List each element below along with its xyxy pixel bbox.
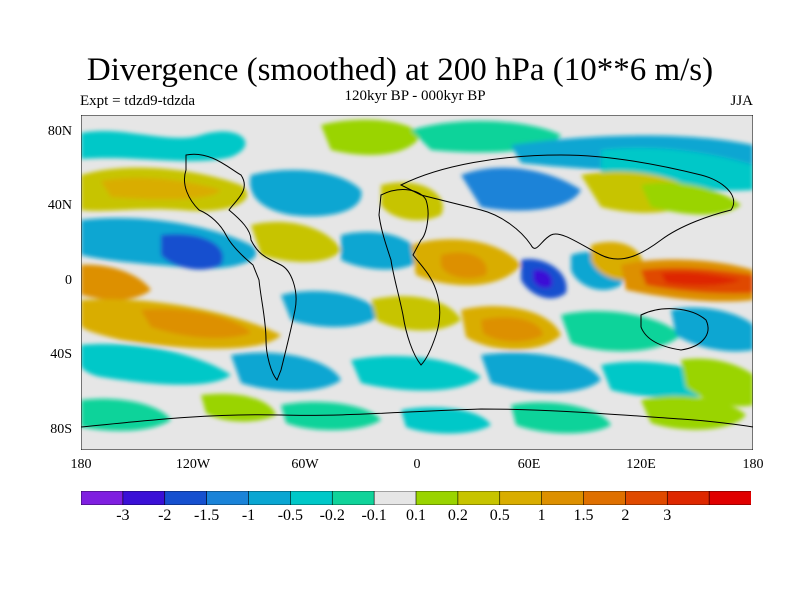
map-subtitle: 120kyr BP - 000kyr BP xyxy=(344,88,486,104)
experiment-label: Expt = tdzd9-tdzda xyxy=(80,93,196,109)
colorbar-swatch xyxy=(373,491,417,505)
x-label-60e: 60E xyxy=(517,457,541,472)
coastlines xyxy=(81,153,753,428)
colorbar-swatch xyxy=(541,491,585,505)
colorbar-swatch xyxy=(457,491,501,505)
colorbar-label: 0.5 xyxy=(489,507,510,524)
colorbar-label: -0.5 xyxy=(277,507,304,524)
colorbar-swatch xyxy=(625,491,669,505)
antarctica-coastline xyxy=(81,408,753,428)
x-label-180w: 180 xyxy=(70,457,92,472)
colorbar-swatch xyxy=(666,491,710,505)
colorbar-label: -2 xyxy=(158,507,172,524)
colorbar-swatch xyxy=(708,491,751,505)
divergence-map xyxy=(81,115,753,450)
colorbar-label: 1 xyxy=(537,507,546,524)
x-label-120e: 120E xyxy=(626,457,656,472)
y-label-80s: 80S xyxy=(50,422,72,437)
colorbar-swatch xyxy=(122,491,166,505)
colorbar-swatch xyxy=(81,491,124,505)
colorbar-swatch xyxy=(164,491,208,505)
colorbar-label: 3 xyxy=(663,507,672,524)
colorbar-label: 0.2 xyxy=(447,507,468,524)
colorbar-swatch xyxy=(331,491,375,505)
africa-coastline xyxy=(378,189,441,366)
colorbar-label: -0.1 xyxy=(361,507,387,524)
colorbar-label: -0.2 xyxy=(319,507,345,524)
x-label-180e: 180 xyxy=(742,457,764,472)
americas-coastline xyxy=(184,153,297,381)
colorbar-swatch xyxy=(206,491,250,505)
colorbar-label: 1.5 xyxy=(573,507,594,524)
y-label-40n: 40N xyxy=(47,198,72,213)
colorbar xyxy=(81,491,751,505)
divergence-field xyxy=(81,119,753,434)
colorbar-label: -1.5 xyxy=(193,507,220,524)
y-label-40s: 40S xyxy=(50,347,72,362)
y-label-80n: 80N xyxy=(47,124,72,139)
australia-coastline xyxy=(640,308,709,351)
colorbar-label: -3 xyxy=(116,507,130,524)
colorbar-label: 2 xyxy=(621,507,630,524)
y-label-0: 0 xyxy=(65,273,72,288)
colorbar-label: 0.1 xyxy=(406,507,426,524)
colorbar-swatch xyxy=(583,491,627,505)
map-title: Divergence (smoothed) at 200 hPa (10**6 … xyxy=(86,52,714,88)
x-label-60w: 60W xyxy=(291,457,319,472)
colorbar-label: -1 xyxy=(241,507,256,524)
colorbar-swatch xyxy=(290,491,334,505)
eurasia-coastline xyxy=(399,154,734,260)
colorbar-swatch xyxy=(499,491,543,505)
colorbar-swatch xyxy=(248,491,292,505)
x-label-0: 0 xyxy=(413,457,421,472)
season-label: JJA xyxy=(730,93,753,109)
x-label-120w: 120W xyxy=(175,457,211,472)
colorbar-swatch xyxy=(415,491,459,505)
